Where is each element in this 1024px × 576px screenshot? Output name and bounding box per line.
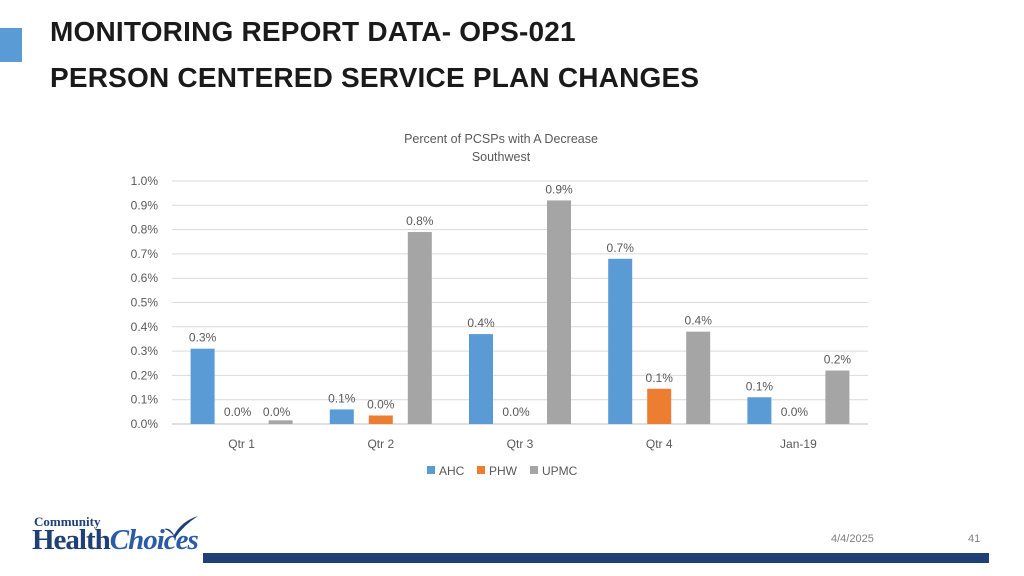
bar-upmc-qtr-2 bbox=[407, 232, 432, 424]
data-labels: 0.3% 0.0% 0.0% 0.1% 0.0% 0.8% 0.4% 0.0% 0.9% 0.7%… bbox=[189, 182, 851, 419]
page-number: 41 bbox=[968, 533, 981, 545]
gridlines bbox=[172, 180, 868, 425]
bar-ahc-qtr-2 bbox=[329, 409, 354, 424]
logo-health-text: Health bbox=[32, 524, 111, 556]
bar-upmc-qtr-3 bbox=[547, 200, 571, 424]
legend-label-phw: PHW bbox=[489, 464, 518, 478]
y-tick-label: 0.7% bbox=[131, 247, 159, 261]
slide-title-line-2: PERSON CENTERED SERVICE PLAN CHANGES bbox=[50, 62, 700, 93]
legend-label-upmc: UPMC bbox=[542, 464, 578, 478]
bar-ahc-jan-19 bbox=[747, 397, 772, 424]
bar-upmc-jan-19 bbox=[825, 370, 850, 424]
accent-square bbox=[0, 28, 22, 62]
x-axis-tick-labels: Qtr 1 Qtr 2 Qtr 3 Qtr 4 Jan-19 bbox=[228, 437, 817, 451]
chart-legend: AHC PHW UPMC bbox=[427, 464, 578, 478]
legend-swatch-upmc bbox=[530, 466, 538, 474]
data-label: 0.1% bbox=[328, 391, 356, 405]
checkmark-swoosh-icon bbox=[164, 516, 198, 538]
data-label: 0.0% bbox=[502, 405, 530, 419]
y-tick-label: 0.1% bbox=[131, 393, 159, 407]
bar-ahc-qtr-1 bbox=[190, 348, 215, 424]
data-label: 0.9% bbox=[545, 182, 573, 196]
logo-healthchoices-text: HealthChoices bbox=[32, 524, 199, 557]
data-label: 0.0% bbox=[781, 405, 809, 419]
data-label: 0.0% bbox=[367, 397, 395, 411]
footer-bar bbox=[203, 553, 989, 563]
chart-title: Percent of PCSPs with A Decrease bbox=[404, 132, 598, 146]
y-tick-label: 0.5% bbox=[131, 296, 159, 310]
y-axis-tick-labels: 0.0% 0.1% 0.2% 0.3% 0.4% 0.5% 0.6% 0.7% 0.8% 0.9%… bbox=[131, 174, 159, 431]
x-tick-label: Jan-19 bbox=[780, 437, 817, 451]
data-label: 0.0% bbox=[224, 405, 252, 419]
data-label: 0.4% bbox=[467, 316, 495, 330]
chart-subtitle: Southwest bbox=[472, 150, 531, 164]
slide-date: 4/4/2025 bbox=[831, 533, 874, 545]
logo-community-text: Community bbox=[34, 514, 101, 529]
data-label: 0.8% bbox=[406, 214, 434, 228]
x-tick-label: Qtr 2 bbox=[367, 437, 394, 451]
bar-upmc-qtr-4 bbox=[686, 331, 711, 424]
x-tick-label: Qtr 4 bbox=[646, 437, 673, 451]
y-tick-label: 0.2% bbox=[131, 368, 159, 382]
community-health-choices-logo: Community HealthChoices bbox=[32, 512, 207, 560]
legend-swatch-phw bbox=[477, 466, 485, 474]
data-label: 0.1% bbox=[746, 379, 774, 393]
data-label: 0.7% bbox=[607, 241, 635, 255]
bar-phw-qtr-4 bbox=[647, 388, 672, 424]
data-label: 0.4% bbox=[685, 314, 713, 328]
y-tick-label: 1.0% bbox=[131, 174, 159, 188]
bar-ahc-qtr-4 bbox=[608, 258, 633, 424]
y-tick-label: 0.0% bbox=[131, 417, 159, 431]
slide-title-line-1: MONITORING REPORT DATA- OPS-021 bbox=[50, 16, 576, 47]
data-label: 0.2% bbox=[824, 353, 852, 367]
y-tick-label: 0.3% bbox=[131, 344, 159, 358]
y-tick-label: 0.9% bbox=[131, 198, 159, 212]
logo-choices-text: Choices bbox=[109, 524, 199, 556]
data-label: 0.0% bbox=[263, 405, 291, 419]
legend-swatch-ahc bbox=[427, 466, 435, 474]
bar-ahc-qtr-3 bbox=[469, 334, 493, 424]
data-label: 0.1% bbox=[646, 371, 674, 385]
data-label: 0.3% bbox=[189, 331, 217, 345]
bar-upmc-qtr-1 bbox=[268, 420, 293, 424]
y-tick-label: 0.6% bbox=[131, 271, 159, 285]
legend-label-ahc: AHC bbox=[439, 464, 465, 478]
x-tick-label: Qtr 1 bbox=[228, 437, 255, 451]
bar-phw-qtr-2 bbox=[368, 415, 393, 424]
x-tick-label: Qtr 3 bbox=[507, 437, 534, 451]
y-tick-label: 0.4% bbox=[131, 320, 159, 334]
y-tick-label: 0.8% bbox=[131, 223, 159, 237]
bars bbox=[190, 200, 850, 424]
